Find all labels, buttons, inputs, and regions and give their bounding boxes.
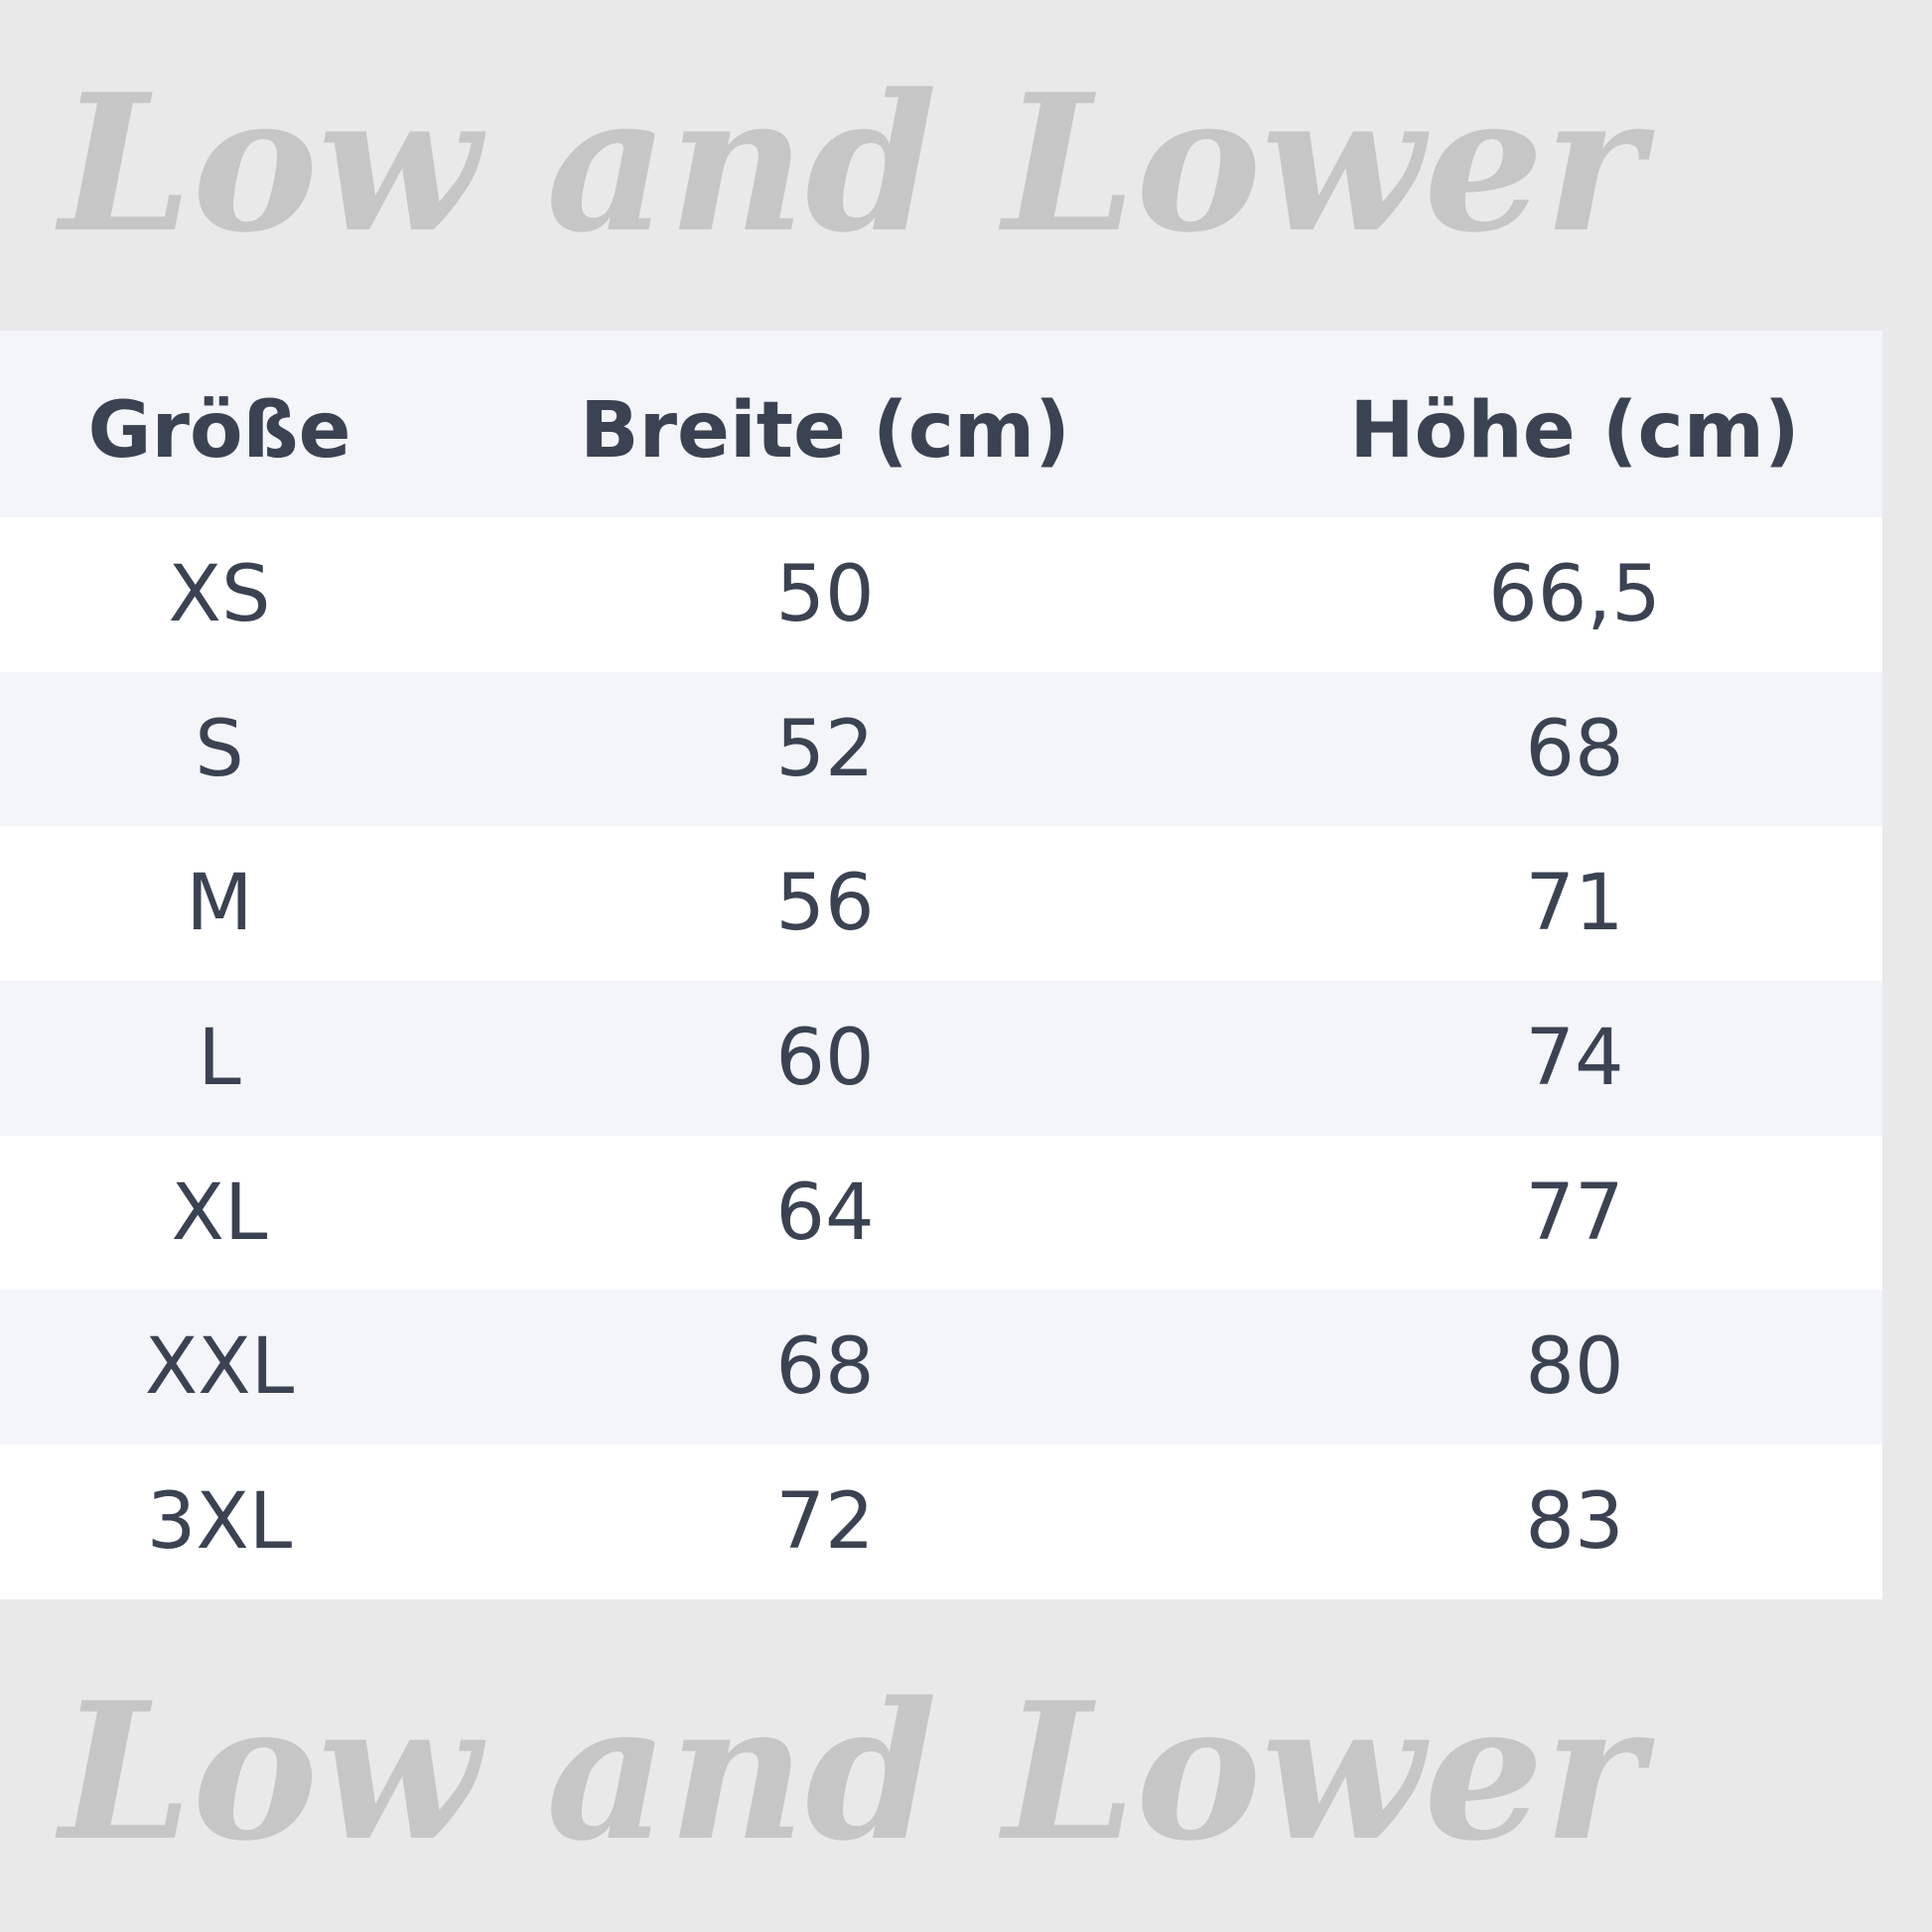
table-row: L 60 74	[0, 981, 1882, 1136]
height-cell: 83	[1525, 1476, 1624, 1567]
height-cell: 74	[1525, 1013, 1624, 1103]
width-cell: 64	[775, 1168, 875, 1258]
width-cell: 72	[775, 1476, 875, 1567]
table-row: XL 64 77	[0, 1135, 1882, 1291]
header-height: Höhe (cm)	[1349, 386, 1800, 476]
watermark-bottom: Low and Lower	[60, 1661, 1644, 1882]
table-body: XS 50 66,5 S 52 68 M 56 71 L 60 74 XL 64 77 XXL 68 80 3XL 7…	[0, 517, 1882, 1599]
width-cell: 56	[775, 859, 875, 949]
size-table: Größe Breite (cm) Höhe (cm) XS 50 66,5 S 52 6…	[0, 331, 1882, 1599]
header-width: Breite (cm)	[580, 386, 1070, 476]
height-cell: 71	[1525, 859, 1624, 949]
table-header: Größe Breite (cm) Höhe (cm)	[0, 331, 1882, 517]
table-row: XS 50 66,5	[0, 517, 1882, 672]
table-row: M 56 71	[0, 826, 1882, 982]
width-cell: 52	[775, 704, 875, 794]
height-cell: 66,5	[1488, 549, 1661, 639]
width-cell: 60	[775, 1013, 875, 1103]
size-cell: XS	[168, 549, 271, 639]
size-cell: XL	[171, 1168, 268, 1258]
size-cell: M	[186, 859, 253, 949]
table-row: S 52 68	[0, 671, 1882, 827]
table-row: 3XL 72 83	[0, 1445, 1882, 1599]
table-row: XXL 68 80	[0, 1290, 1882, 1446]
size-cell: S	[195, 704, 244, 794]
watermark-top: Low and Lower	[60, 53, 1644, 274]
size-cell: 3XL	[146, 1476, 293, 1567]
width-cell: 68	[775, 1322, 875, 1413]
width-cell: 50	[775, 549, 875, 639]
height-cell: 77	[1525, 1168, 1624, 1258]
height-cell: 80	[1525, 1322, 1624, 1413]
size-cell: L	[198, 1013, 241, 1103]
header-size: Größe	[87, 386, 351, 476]
height-cell: 68	[1525, 704, 1624, 794]
size-cell: XXL	[144, 1322, 295, 1413]
